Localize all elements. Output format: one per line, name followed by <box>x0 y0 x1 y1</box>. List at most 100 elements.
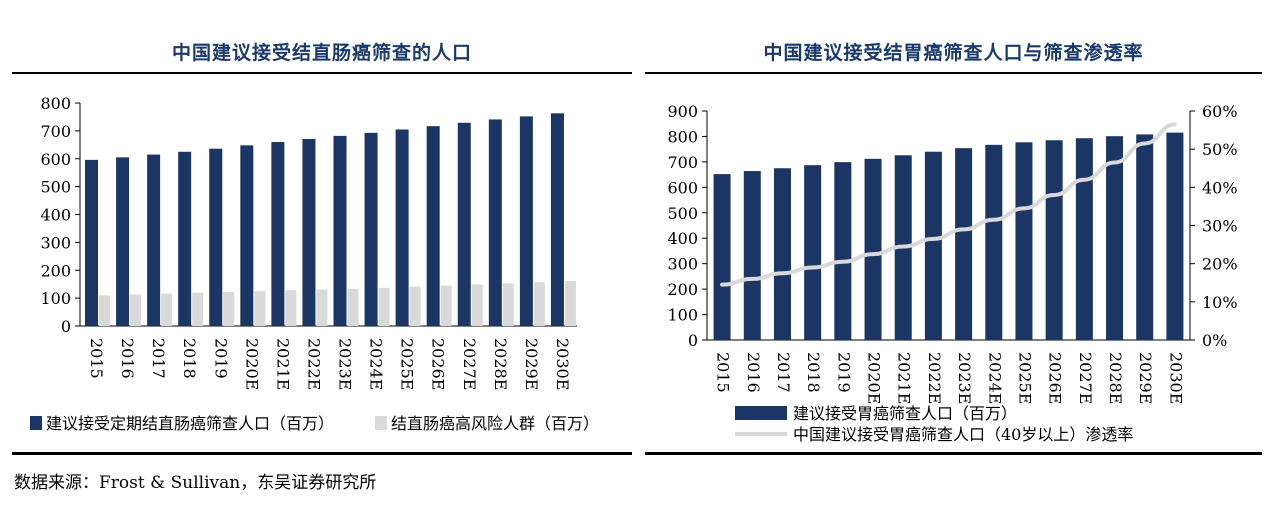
right-title-rule <box>645 72 1262 74</box>
left-chart: 0 100 200 300 400 500 600 700 800 2015 2016 2017 201… <box>30 94 599 433</box>
bar-gastric-screening-population <box>955 148 973 340</box>
line-penetration-rate <box>720 122 1177 287</box>
bar-screening-population <box>488 119 502 326</box>
legend-label-penetration-line: 中国建议接受胃癌筛查人口（40岁以上）渗透率 <box>793 425 1133 444</box>
legend-label-gastric-bars: 建议接受胃癌筛查人口（百万） <box>793 404 1017 423</box>
y-tick-label: 600 <box>667 178 698 197</box>
y-tick-label: 800 <box>667 127 698 146</box>
legend-swatch-screening <box>30 416 42 430</box>
left-chart-title: 中国建议接受结直肠癌筛查的人口 <box>171 42 472 64</box>
x-tick-label: 2017 <box>149 338 168 379</box>
x-tick-label: 2026E <box>429 338 448 390</box>
y2-tick-label: 40% <box>1202 178 1238 197</box>
source-note: 数据来源：Frost & Sullivan，东吴证券研究所 <box>14 473 377 493</box>
bar-gastric-screening-population <box>773 168 791 340</box>
y2-tick-label: 50% <box>1202 140 1238 159</box>
bar-high-risk-population <box>533 282 545 326</box>
x-tick-label: 2026E <box>1046 352 1065 404</box>
bar-screening-population <box>302 138 316 326</box>
bar-gastric-screening-population <box>743 171 761 340</box>
x-tick-label: 2020E <box>865 352 884 404</box>
bar-gastric-screening-population <box>1015 142 1033 340</box>
bar-gastric-screening-population <box>1045 140 1063 340</box>
legend-label-screening: 建议接受定期结直肠癌筛查人口（百万） <box>46 414 334 433</box>
x-tick-label: 2027E <box>460 338 479 390</box>
y-tick-label: 700 <box>667 153 698 172</box>
x-tick-label: 2024E <box>367 338 386 390</box>
right-chart-title: 中国建议接受结胃癌筛查人口与筛查渗透率 <box>763 42 1144 64</box>
y-tick-label: 300 <box>40 233 71 252</box>
bar-gastric-screening-population <box>924 151 942 340</box>
bar-high-risk-population <box>347 288 359 326</box>
left-bottom-rule <box>12 452 632 455</box>
y-tick-label: 900 <box>667 102 698 121</box>
x-tick-label: 2021E <box>895 352 914 404</box>
bar-screening-population <box>395 129 409 326</box>
x-tick-label: 2017 <box>774 352 793 393</box>
bar-high-risk-population <box>223 291 235 326</box>
x-tick-label: 2020E <box>242 338 261 390</box>
bar-screening-population <box>333 135 347 326</box>
y-tick-label: 700 <box>40 122 71 141</box>
x-tick-label: 2028E <box>1106 352 1125 404</box>
bar-screening-population <box>457 122 471 326</box>
y-tick-label: 400 <box>667 229 698 248</box>
y2-tick-label: 10% <box>1202 293 1238 312</box>
y-tick-label: 0 <box>688 331 698 350</box>
bar-screening-population <box>271 142 285 326</box>
x-tick-label: 2024E <box>985 352 1004 404</box>
bar-screening-population <box>178 151 192 326</box>
bar-high-risk-population <box>502 283 514 326</box>
bar-gastric-screening-population <box>1166 132 1184 340</box>
bar-high-risk-population <box>99 295 110 326</box>
bar-high-risk-population <box>316 289 328 326</box>
bar-screening-population <box>116 157 130 326</box>
x-tick-label: 2022E <box>925 352 944 404</box>
x-tick-label: 2015 <box>714 352 733 393</box>
bar-screening-population <box>364 132 378 326</box>
y-tick-label: 100 <box>667 306 698 325</box>
bar-high-risk-population <box>161 293 173 326</box>
bar-gastric-screening-population <box>985 144 1003 340</box>
y-tick-label: 200 <box>40 261 71 280</box>
bar-screening-population <box>85 159 98 326</box>
y-tick-label: 200 <box>667 280 698 299</box>
x-tick-label: 2025E <box>1015 352 1034 404</box>
bar-screening-population <box>426 126 440 326</box>
y2-tick-label: 60% <box>1202 102 1238 121</box>
bar-high-risk-population <box>409 286 421 326</box>
bar-gastric-screening-population <box>804 165 822 340</box>
bar-screening-population <box>519 116 533 326</box>
bar-screening-population <box>550 113 564 326</box>
bar-high-risk-population <box>440 285 452 326</box>
x-tick-label: 2030E <box>1166 352 1185 404</box>
y-tick-label: 0 <box>61 317 71 336</box>
right-chart-panel: 中国建议接受结胃癌筛查人口与筛查渗透率 0 100 200 300 400 500 600 7… <box>645 0 1262 531</box>
y2-tick-label: 20% <box>1202 255 1238 274</box>
legend-label-high-risk: 结直肠癌高风险人群（百万） <box>391 414 599 433</box>
x-tick-label: 2030E <box>553 338 572 390</box>
x-tick-label: 2018 <box>804 352 823 393</box>
bar-gastric-screening-population <box>1075 138 1093 340</box>
x-tick-label: 2028E <box>491 338 510 390</box>
x-tick-label: 2023E <box>955 352 974 404</box>
x-tick-label: 2029E <box>522 338 541 390</box>
bar-screening-population <box>240 145 254 326</box>
x-tick-label: 2023E <box>336 338 355 390</box>
left-chart-panel: 中国建议接受结直肠癌筛查的人口 0 100 200 300 400 500 600 700 80… <box>12 0 632 531</box>
y-tick-label: 500 <box>40 178 71 197</box>
x-tick-label: 2022E <box>304 338 323 390</box>
bar-high-risk-population <box>471 284 483 326</box>
y-tick-label: 800 <box>40 94 71 113</box>
bar-screening-population <box>209 148 223 326</box>
x-tick-label: 2016 <box>118 338 137 379</box>
x-tick-label: 2018 <box>180 338 199 379</box>
bar-high-risk-population <box>192 292 204 326</box>
x-tick-label: 2029E <box>1136 352 1155 404</box>
y-tick-label: 500 <box>667 204 698 223</box>
bar-high-risk-population <box>130 294 142 326</box>
right-bottom-rule <box>645 452 1262 455</box>
y2-tick-label: 0% <box>1202 331 1227 350</box>
bar-gastric-screening-population <box>1106 136 1124 340</box>
legend-swatch-gastric-bars <box>735 406 787 420</box>
